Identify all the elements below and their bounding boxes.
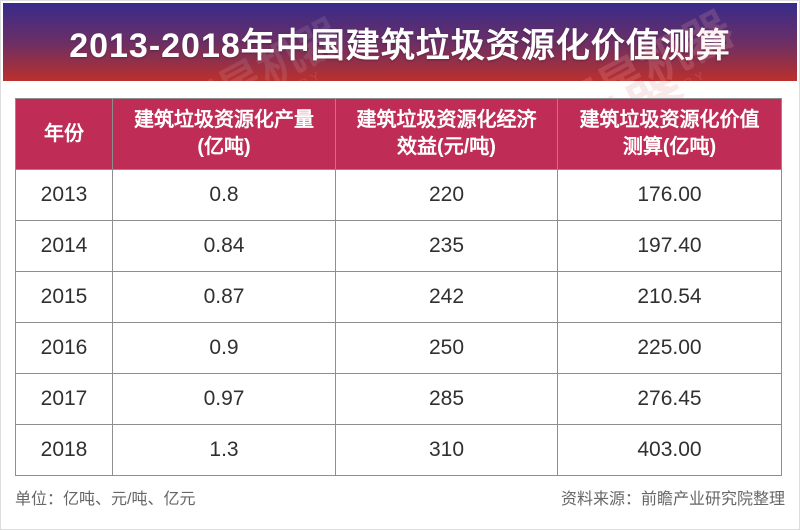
benefit-cell: 285 bbox=[336, 374, 558, 424]
value-cell: 276.45 bbox=[637, 387, 702, 410]
footer: 单位：亿吨、元/吨、亿元 资料来源：前瞻产业研究院整理 bbox=[15, 485, 785, 509]
title-banner: 红星机器 MACHINERY 红星机器 MACHINERY 2013-2018年… bbox=[3, 3, 797, 81]
output-cell: 0.8 bbox=[113, 170, 336, 220]
table-row: 2017 0.97 285 276.45 bbox=[16, 373, 781, 424]
year-cell: 2016 bbox=[16, 323, 113, 373]
data-table: 年份 建筑垃圾资源化产量 (亿吨) 建筑垃圾资源化经济 效益(元/吨) 建筑垃圾… bbox=[15, 98, 782, 476]
benefit-cell: 220 bbox=[336, 170, 558, 220]
header-label: 建筑垃圾资源化价值 bbox=[579, 109, 760, 131]
output-cell: 0.84 bbox=[113, 221, 336, 271]
benefit-cell: 235 bbox=[336, 221, 558, 271]
year-cell: 2014 bbox=[16, 221, 113, 271]
output-cell: 1.3 bbox=[113, 425, 336, 475]
header-label: 建筑垃圾资源化产量 bbox=[134, 109, 314, 131]
header-cell-benefit: 建筑垃圾资源化经济 效益(元/吨) bbox=[336, 99, 558, 169]
header-cell-output: 建筑垃圾资源化产量 (亿吨) bbox=[113, 99, 336, 169]
year-cell: 2018 bbox=[16, 425, 113, 475]
units-note: 单位：亿吨、元/吨、亿元 bbox=[15, 491, 196, 508]
benefit-cell: 242 bbox=[336, 272, 558, 322]
value-cell: 403.00 bbox=[637, 438, 702, 461]
benefit-cell: 250 bbox=[336, 323, 558, 373]
value-cell: 210.54 bbox=[637, 285, 702, 308]
output-cell: 0.9 bbox=[113, 323, 336, 373]
value-cell: 225.00 bbox=[637, 336, 702, 359]
value-cell: 197.40 bbox=[637, 234, 702, 257]
header-label: 测算(亿吨) bbox=[622, 136, 717, 158]
table-row: 2018 1.3 310 403.00 bbox=[16, 424, 781, 475]
output-cell: 0.97 bbox=[113, 374, 336, 424]
year-cell: 2013 bbox=[16, 170, 113, 220]
header-cell-year: 年份 bbox=[16, 99, 113, 169]
table-row: 2016 0.9 250 225.00 bbox=[16, 322, 781, 373]
header-label: 年份 bbox=[44, 122, 84, 145]
header-label: (亿吨) bbox=[197, 136, 251, 158]
page-title: 2013-2018年中国建筑垃圾资源化价值测算 bbox=[69, 26, 731, 65]
header-label: 效益(元/吨) bbox=[397, 136, 496, 158]
year-cell: 2015 bbox=[16, 272, 113, 322]
table-row: 2015 0.87 242 210.54 bbox=[16, 271, 781, 322]
header-label: 建筑垃圾资源化经济 bbox=[356, 109, 537, 131]
year-cell: 2017 bbox=[16, 374, 113, 424]
table-row: 2014 0.84 235 197.40 bbox=[16, 220, 781, 271]
benefit-cell: 310 bbox=[336, 425, 558, 475]
header-cell-value: 建筑垃圾资源化价值 测算(亿吨) bbox=[558, 99, 781, 169]
table-header-row: 年份 建筑垃圾资源化产量 (亿吨) 建筑垃圾资源化经济 效益(元/吨) 建筑垃圾… bbox=[16, 99, 781, 169]
value-cell: 176.00 bbox=[637, 183, 702, 206]
source-note: 资料来源：前瞻产业研究院整理 bbox=[560, 491, 785, 508]
output-cell: 0.87 bbox=[113, 272, 336, 322]
table-row: 2013 0.8 220 176.00 bbox=[16, 169, 781, 220]
